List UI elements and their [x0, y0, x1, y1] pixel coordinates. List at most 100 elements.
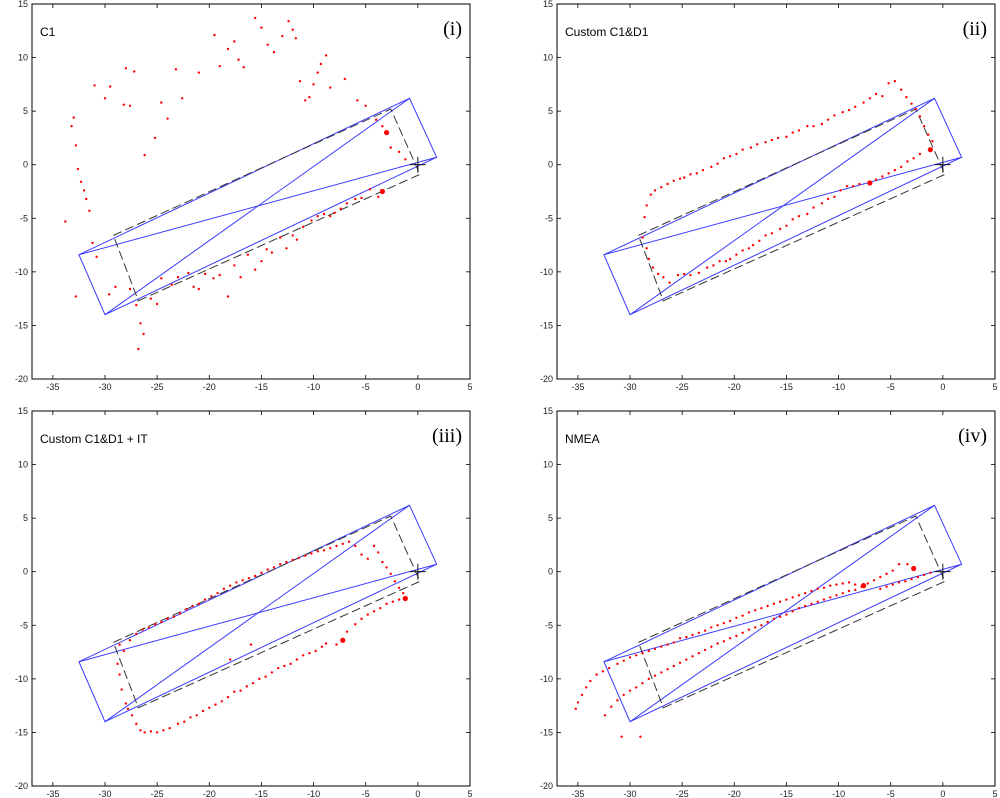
x-tick-label: -30 [623, 382, 636, 392]
data-point [72, 116, 75, 119]
x-tick-label: -25 [676, 382, 689, 392]
data-point [816, 600, 819, 603]
data-point [203, 272, 207, 276]
data-point [607, 666, 611, 670]
data-point [222, 587, 226, 591]
data-point [393, 580, 397, 583]
y-tick-label: 15 [18, 406, 28, 416]
data-point [116, 662, 119, 666]
data-point [887, 172, 890, 175]
highlight-point [383, 129, 390, 136]
data-point [666, 643, 669, 646]
data-point [841, 582, 844, 585]
data-point [160, 277, 163, 280]
data-point [82, 189, 86, 192]
data-point [858, 182, 861, 186]
data-point [647, 257, 650, 261]
data-point [847, 589, 851, 593]
data-point [872, 579, 876, 582]
data-point [170, 283, 173, 286]
y-tick-label: -5 [545, 620, 553, 630]
data-point [153, 623, 157, 626]
y-tick-label: -15 [15, 320, 28, 330]
data-point [389, 146, 392, 149]
data-point [124, 702, 128, 705]
blue-diagonal [603, 563, 962, 663]
data-point [345, 630, 349, 633]
data-point [728, 636, 732, 640]
data-point [785, 598, 788, 601]
data-point [137, 347, 140, 351]
y-tick-label: -5 [20, 213, 28, 223]
data-point [118, 673, 121, 676]
data-point [93, 84, 96, 87]
data-point [645, 247, 648, 250]
data-point [354, 623, 357, 626]
data-point [804, 591, 807, 595]
data-point [806, 124, 809, 128]
panel-3: -35 -30 -25 -20 -15 -10 -5 0 5 -20 -15 -10 -5 0 5 10 15 C… [15, 406, 473, 798]
data-point [308, 96, 311, 99]
data-point [218, 273, 221, 277]
data-point [735, 152, 738, 156]
data-point [653, 647, 657, 651]
data-point [319, 62, 323, 66]
data-point [753, 609, 757, 612]
data-point [804, 604, 807, 608]
data-point [728, 257, 732, 261]
data-point [368, 188, 372, 191]
data-point [226, 47, 230, 51]
data-point [847, 581, 851, 584]
data-point [753, 626, 757, 629]
x-tick-label: -25 [676, 789, 689, 798]
data-point [887, 82, 890, 85]
data-point [85, 197, 88, 201]
x-tick-label: -20 [203, 382, 216, 392]
data-point [833, 195, 836, 199]
data-point [678, 661, 682, 664]
data-point [366, 557, 369, 561]
data-point [310, 552, 313, 555]
data-point [685, 658, 688, 661]
data-point [741, 148, 744, 151]
data-point [756, 143, 759, 146]
data-point [374, 118, 378, 121]
x-tick-label: 5 [467, 789, 472, 798]
data-point [660, 186, 663, 189]
data-point [298, 79, 302, 83]
data-point [791, 596, 794, 599]
data-point [879, 587, 882, 591]
data-point [213, 33, 216, 37]
data-point [364, 104, 367, 107]
data-point [772, 617, 776, 621]
data-point [791, 218, 794, 221]
y-tick-label: 15 [18, 0, 28, 9]
data-point [381, 124, 384, 128]
data-point [576, 701, 580, 704]
x-tick-label: 5 [992, 789, 997, 798]
data-point [931, 139, 934, 143]
data-point [301, 225, 305, 229]
data-point [645, 204, 648, 207]
highlight-point [340, 637, 346, 643]
data-point [135, 303, 138, 307]
data-point [826, 118, 830, 121]
data-point [304, 99, 307, 102]
data-point [397, 586, 401, 589]
data-point [239, 689, 242, 692]
data-point [377, 551, 380, 554]
data-point [239, 276, 242, 279]
data-point [816, 587, 819, 591]
data-point [122, 649, 125, 653]
data-point [697, 271, 701, 275]
data-point [178, 612, 182, 615]
data-point [891, 569, 894, 572]
data-point [291, 558, 294, 562]
plot-frame [31, 3, 471, 380]
x-tick-label: -20 [728, 789, 741, 798]
panel-roman-numeral: (iv) [958, 425, 987, 447]
data-point [372, 544, 376, 548]
data-point [139, 729, 142, 732]
x-tick-label: 0 [940, 789, 945, 798]
data-point [776, 136, 780, 140]
